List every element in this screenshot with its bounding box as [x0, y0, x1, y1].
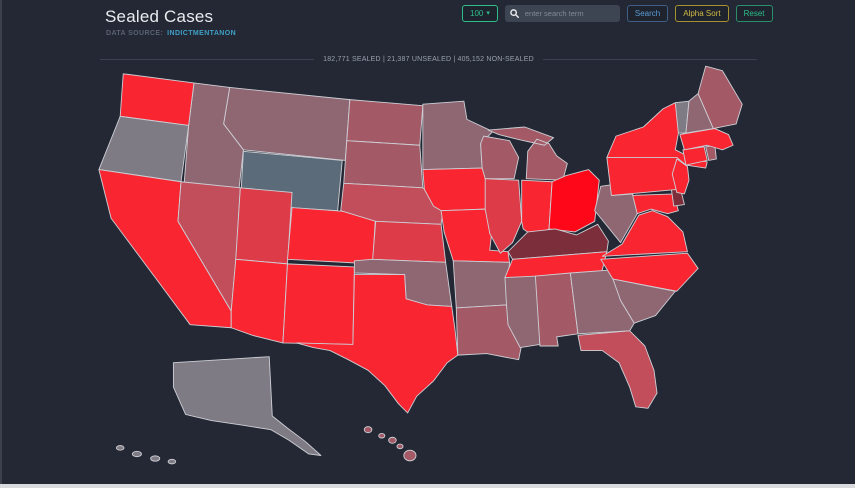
- state-hawaii[interactable]: [363, 426, 417, 462]
- us-choropleth-map: [70, 60, 800, 486]
- result-count-dropdown[interactable]: 100 ▾: [462, 5, 498, 22]
- state-maine[interactable]: [697, 65, 743, 129]
- state-maryland[interactable]: [632, 193, 679, 215]
- state-virginia[interactable]: [601, 210, 688, 257]
- state-alaska[interactable]: [115, 356, 322, 465]
- divider-right: [542, 59, 757, 60]
- search-button[interactable]: Search: [626, 5, 669, 22]
- search-icon: [510, 9, 519, 18]
- state-wisconsin[interactable]: [480, 135, 520, 180]
- search-input[interactable]: [522, 8, 615, 19]
- state-idaho[interactable]: [183, 82, 244, 192]
- state-kansas[interactable]: [372, 220, 447, 263]
- state-iowa[interactable]: [422, 167, 491, 212]
- state-connecticut[interactable]: [682, 146, 708, 166]
- state-new-mexico[interactable]: [282, 263, 355, 345]
- data-source-label: DATA SOURCE:: [106, 30, 164, 37]
- state-arkansas[interactable]: [452, 260, 510, 309]
- result-count-value: 100: [470, 9, 484, 18]
- reset-button[interactable]: Reset: [735, 5, 773, 22]
- state-pennsylvania[interactable]: [606, 150, 682, 196]
- data-source-line: DATA SOURCE: INDICTMENTANON: [106, 30, 236, 37]
- page-title: Sealed Cases: [105, 7, 214, 26]
- window-bottom-edge: [0, 484, 855, 488]
- state-new-jersey[interactable]: [671, 158, 690, 195]
- chevron-down-icon: ▾: [486, 10, 490, 17]
- state-texas[interactable]: [296, 274, 459, 414]
- state-indiana[interactable]: [521, 179, 553, 237]
- state-illinois[interactable]: [484, 178, 523, 254]
- state-south-dakota[interactable]: [343, 140, 424, 189]
- state-utah[interactable]: [235, 187, 293, 265]
- alpha-sort-button[interactable]: Alpha Sort: [675, 5, 729, 22]
- data-source-link[interactable]: INDICTMENTANON: [167, 30, 237, 37]
- window-left-edge: [0, 0, 2, 488]
- state-florida[interactable]: [577, 330, 658, 409]
- state-arizona[interactable]: [230, 258, 288, 344]
- state-north-dakota[interactable]: [346, 99, 424, 146]
- toolbar: 100 ▾ Search Alpha Sort Reset: [462, 5, 773, 22]
- totals-summary: 182,771 SEALED | 21,387 UNSEALED | 405,1…: [323, 56, 534, 63]
- state-north-carolina[interactable]: [600, 252, 699, 292]
- state-massachusetts[interactable]: [679, 128, 734, 151]
- totals-bar: 182,771 SEALED | 21,387 UNSEALED | 405,1…: [100, 56, 757, 63]
- state-south-carolina[interactable]: [612, 278, 676, 324]
- search-box[interactable]: [504, 5, 620, 22]
- divider-left: [100, 59, 315, 60]
